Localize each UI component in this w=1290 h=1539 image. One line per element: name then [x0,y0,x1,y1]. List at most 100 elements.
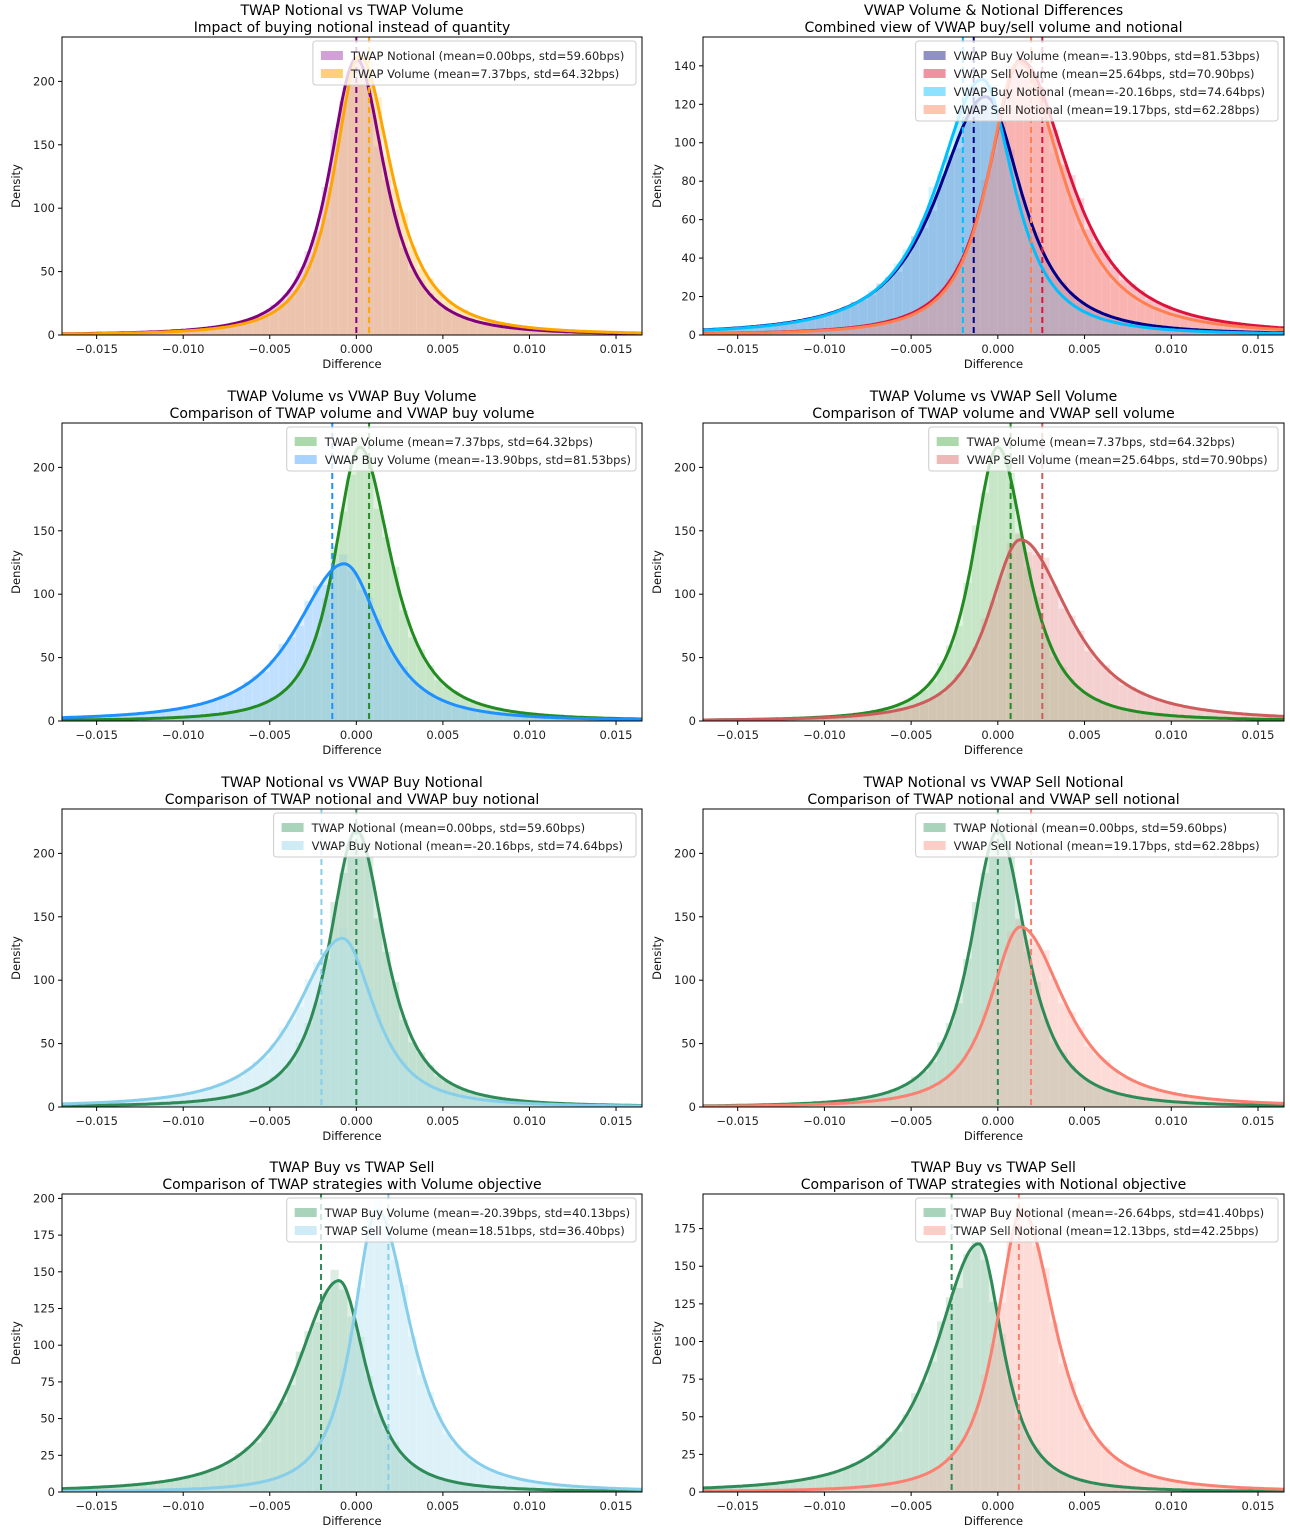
histogram-bar [1188,319,1197,335]
x-tick-label: 0.005 [1068,728,1101,742]
histogram-bar [963,1435,972,1492]
histogram-bar [893,1481,903,1492]
histogram-bar [902,1096,911,1107]
histogram-bar [269,1411,279,1492]
histogram-bar [364,1375,374,1492]
histogram-bar [763,325,773,335]
histogram-bar [390,566,400,721]
histogram-bar [807,318,816,335]
histogram-bar [200,1488,209,1492]
histogram-bar [911,1393,920,1492]
histogram-bar [442,309,452,335]
histogram-bar [460,1089,469,1107]
histogram-bar [1179,314,1189,335]
histogram-bar [919,701,929,721]
histogram-bar [1127,1096,1137,1107]
histogram-bar [538,1104,547,1107]
histogram-bar [451,312,460,335]
histogram-bar [1032,260,1041,335]
x-axis-label: Difference [964,1129,1023,1143]
legend-label: VWAP Buy Notional (mean=-20.16bps, std=7… [954,85,1265,99]
legend-swatch [320,51,343,60]
histogram-bar [321,186,331,335]
x-tick-label: −0.015 [75,342,118,356]
kde-area-series-2 [703,539,1284,721]
histogram-bar [1119,1464,1128,1492]
histogram-bar [131,713,140,721]
histogram-bar [807,331,816,335]
histogram-bar [911,705,920,721]
histogram-bar [477,1466,486,1492]
axes-frame [702,422,1285,722]
x-tick-label: −0.010 [803,1499,846,1513]
histogram-bar [954,1003,963,1107]
y-tick-label: 40 [681,251,696,265]
histogram-bar [807,317,816,335]
histogram-bar [1032,232,1041,335]
legend-label: VWAP Buy Volume (mean=-13.90bps, std=81.… [325,453,631,467]
kde-line-series-4 [703,60,1284,335]
histogram-bar [434,680,443,721]
histogram-bar [755,1484,764,1492]
y-tick-label: 175 [33,1228,55,1242]
x-tick-label: −0.005 [890,1499,933,1513]
histogram-bar [1023,66,1033,335]
histogram-bar [937,175,946,335]
y-axis-label: Density [650,936,664,980]
histogram-bar [885,1098,894,1107]
histogram-bar [911,694,920,721]
histogram-bar [287,685,296,721]
histogram-bar [798,320,807,335]
histogram-bar [555,331,564,335]
chart-subtitle: Impact of buying notional instead of qua… [194,20,511,36]
histogram-bar [235,690,244,721]
histogram-bar [789,322,799,335]
histogram-bar [416,280,426,335]
histogram-bar [798,1480,807,1492]
histogram-bar [980,872,989,1107]
kde-line-series-1 [62,1279,642,1492]
histogram-bar [1119,319,1128,335]
histogram-bar [1101,1446,1111,1492]
histogram-bar [841,716,851,721]
histogram-bar [538,329,547,335]
histogram-bar [1127,687,1137,721]
histogram-bar [304,600,313,721]
histogram-bar [971,94,981,335]
histogram-bar [434,1478,443,1492]
histogram-bar [841,715,851,721]
y-tick-label: 120 [674,97,696,111]
histogram-bar [347,474,357,721]
histogram-bar [1032,554,1041,721]
histogram-bar [1162,304,1171,335]
histogram-bar [442,703,452,721]
y-tick-label: 0 [689,1100,696,1114]
x-tick-label: −0.015 [716,1499,759,1513]
histogram-bar [885,1483,894,1492]
histogram-bar [997,132,1007,335]
histogram-bar [269,304,279,335]
histogram-bar [269,696,279,721]
histogram-bar [971,1037,981,1107]
histogram-bar [538,1483,547,1492]
histogram-bar [997,1302,1007,1492]
histogram-bar [330,1269,339,1492]
histogram-bar [382,537,391,721]
histogram-bar [1179,707,1189,721]
histogram-bar [1084,1046,1093,1107]
histogram-bar [859,1460,868,1492]
histogram-bar [859,300,868,335]
histogram-bar [1223,1486,1232,1492]
histogram-bar [980,86,989,335]
histogram-bar [1188,331,1197,335]
histogram-bar [954,263,963,335]
histogram-bar [1110,318,1119,335]
kde-line-series-2 [703,538,1284,721]
histogram-bar [382,179,391,335]
kde-area-series-1 [703,447,1284,721]
histogram-bar [824,330,833,335]
histogram-bar [1145,325,1154,335]
histogram-bar [191,704,201,721]
histogram-bar [1041,275,1050,335]
histogram-bar [408,270,417,335]
